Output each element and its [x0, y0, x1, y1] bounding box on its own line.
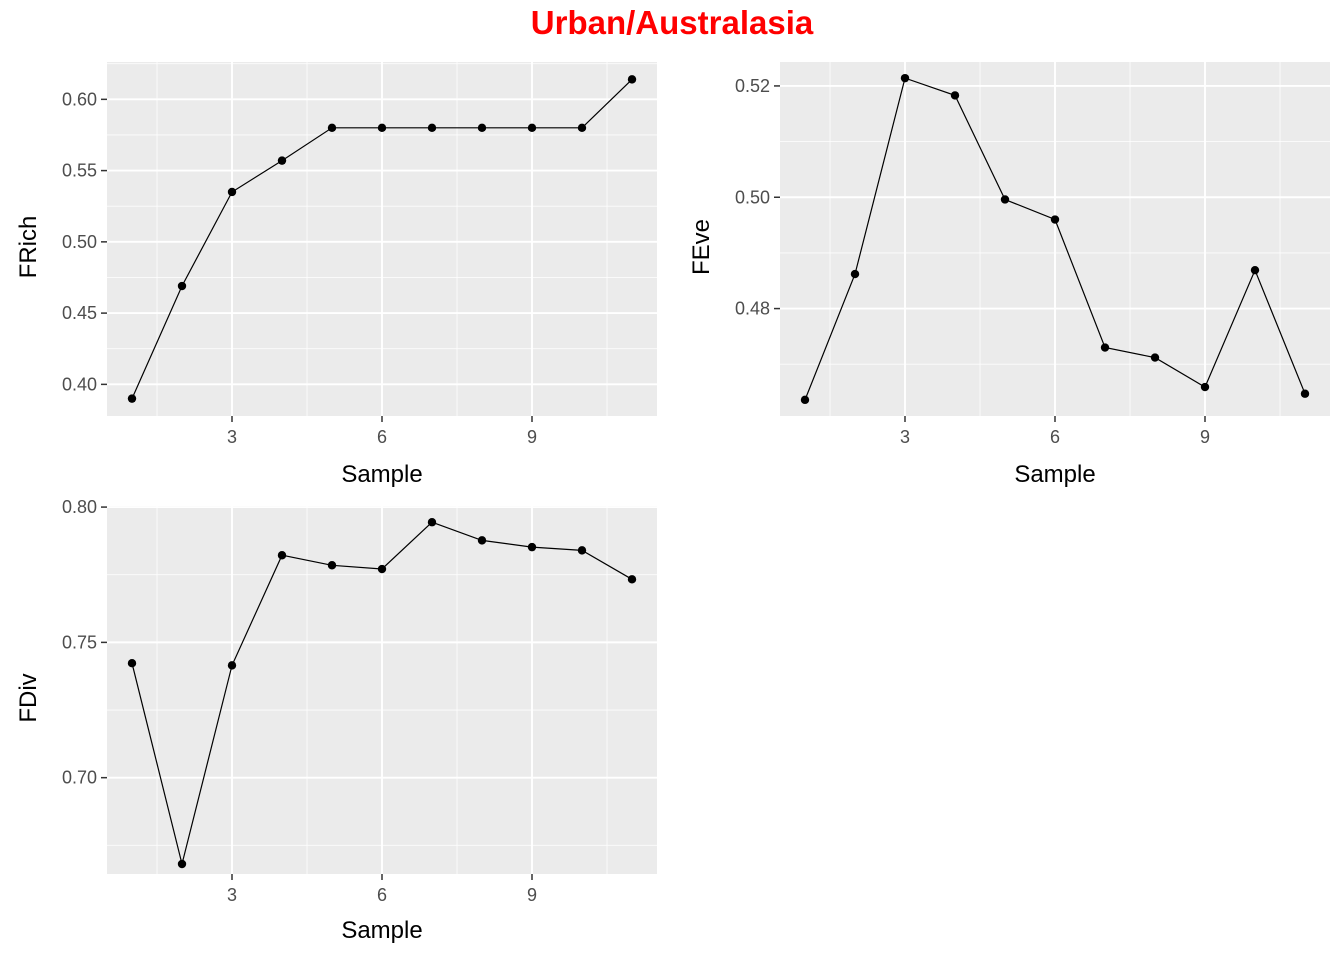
data-point — [427, 123, 437, 133]
data-point — [527, 123, 537, 133]
data-point — [1150, 353, 1160, 362]
data-point — [227, 661, 237, 670]
data-point — [1000, 195, 1010, 204]
y-axis-title: FDiv — [15, 673, 42, 722]
data-point — [800, 395, 810, 405]
data-point — [127, 659, 137, 668]
figure-title: Urban/Australasia — [530, 4, 814, 41]
data-point — [227, 187, 237, 197]
data-point — [277, 551, 287, 560]
y-axis-title: FEve — [688, 219, 715, 275]
data-point — [850, 269, 860, 279]
y-tick-label: 0.55 — [62, 161, 97, 181]
data-point — [477, 536, 487, 545]
x-tick-label: 9 — [527, 427, 537, 447]
data-point — [900, 73, 910, 83]
data-point — [327, 561, 337, 570]
x-axis-title: Sample — [1014, 461, 1095, 488]
y-tick-label: 0.50 — [62, 232, 97, 252]
x-tick-label: 3 — [227, 427, 237, 447]
data-point — [277, 156, 287, 165]
x-tick-label: 3 — [227, 885, 237, 905]
x-tick-label: 9 — [1200, 427, 1210, 447]
y-tick-label: 0.50 — [735, 187, 770, 207]
data-point — [177, 281, 187, 291]
x-tick-label: 6 — [377, 427, 387, 447]
x-tick-label: 6 — [1050, 427, 1060, 447]
y-tick-label: 0.52 — [735, 76, 770, 96]
data-point — [377, 123, 387, 133]
data-point — [1050, 215, 1060, 224]
x-tick-label: 9 — [527, 885, 537, 905]
data-point — [1200, 382, 1210, 392]
y-tick-label: 0.75 — [62, 632, 97, 652]
panel-fdiv: 3 6 9 0.70 0.75 0.80 Sample FDiv — [15, 497, 657, 944]
data-point — [377, 564, 387, 574]
y-tick-label: 0.45 — [62, 303, 97, 323]
data-point — [327, 123, 337, 133]
data-point — [527, 542, 537, 552]
data-point — [627, 75, 637, 84]
data-point — [127, 394, 137, 403]
y-tick-label: 0.48 — [735, 299, 770, 319]
y-tick-label: 0.40 — [62, 374, 97, 394]
data-point — [627, 575, 637, 584]
y-tick-label: 0.80 — [62, 497, 97, 517]
data-point — [1250, 265, 1260, 275]
data-point — [950, 91, 960, 100]
y-axis-title: FRich — [15, 216, 42, 279]
x-axis-title: Sample — [341, 917, 422, 944]
x-tick-label: 6 — [377, 885, 387, 905]
panel-feve: 3 6 9 0.48 0.50 0.52 Sample FEve — [688, 62, 1330, 488]
data-point — [177, 859, 187, 869]
data-point — [577, 546, 587, 555]
y-tick-label: 0.60 — [62, 89, 97, 109]
data-point — [577, 123, 587, 133]
data-point — [427, 518, 437, 527]
panel-frich: 3 6 9 0.40 0.45 0.50 0.55 0.60 Sample FRich — [15, 62, 657, 488]
data-point — [1100, 343, 1110, 352]
y-tick-label: 0.70 — [62, 768, 97, 788]
data-point — [1300, 389, 1310, 398]
data-point — [477, 123, 487, 133]
x-tick-label: 3 — [900, 427, 910, 447]
x-axis-title: Sample — [341, 461, 422, 488]
